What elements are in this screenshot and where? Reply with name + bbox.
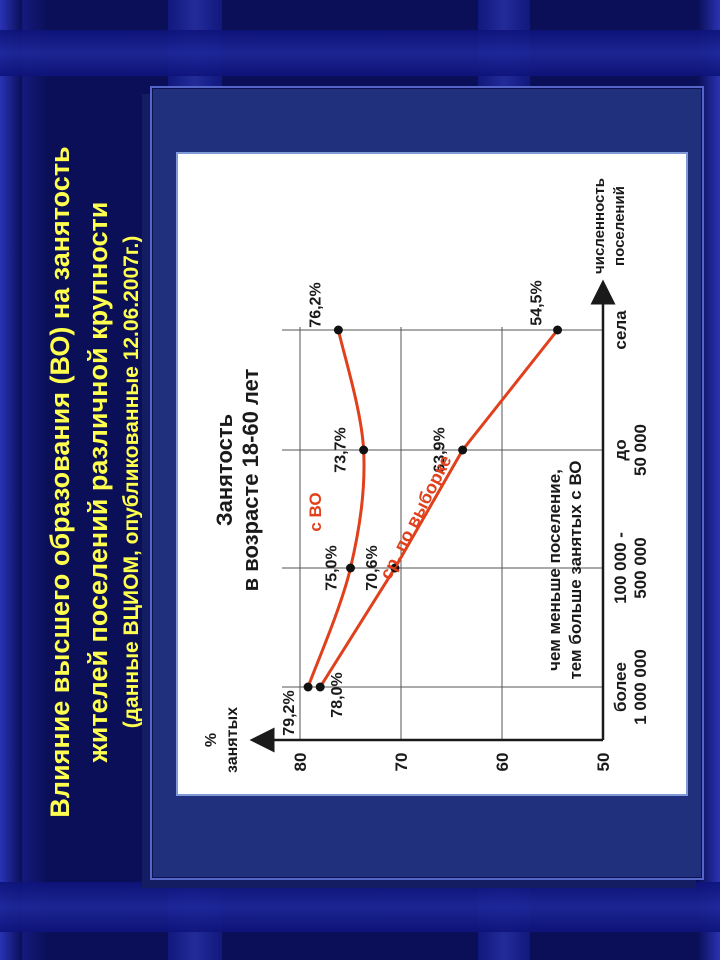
chart-title-line-2: в возрасте 18-60 лет [238, 368, 263, 591]
category-label-line-1: более [611, 662, 630, 712]
series-name-s-vo: с ВО [306, 492, 325, 531]
data-point-average [315, 682, 325, 692]
category-label-line-2: 500 000 [631, 537, 650, 598]
category-label-line-1: села [611, 310, 630, 350]
value-tick-label: 80 [291, 753, 310, 772]
y-axis-title-line-2: занятых [224, 707, 241, 773]
data-label-average: 70,6% [364, 545, 381, 590]
annotation-line-1: чем меньше поселение, [545, 469, 564, 671]
value-tick-label: 50 [594, 753, 613, 772]
data-point-average [458, 445, 468, 455]
decor-horizontal-bar [0, 882, 720, 932]
data-label-s-vo: 75,0% [324, 545, 341, 590]
data-label-average: 78,0% [329, 672, 346, 717]
category-label-line-2: 1 000 000 [631, 649, 650, 725]
series-name-average: ср. по выборке [376, 452, 456, 583]
data-point-s-vo [359, 445, 369, 455]
chart-series [303, 325, 563, 692]
category-label-line-1: 100 000 - [611, 532, 630, 604]
series-line-average [318, 329, 559, 688]
series-line-s-vo [306, 329, 366, 688]
chart-title-line-1: Занятость [212, 414, 237, 526]
x-axis-title-line-2: поселений [611, 186, 628, 266]
annotation-line-2: тем больше занятых с ВО [566, 460, 585, 679]
slide-left-edge [0, 0, 22, 960]
value-tick-label: 60 [493, 753, 512, 772]
data-point-average [553, 325, 563, 335]
x-axis-title-line-1: численность [591, 178, 608, 274]
category-label-line-1: до [611, 439, 630, 460]
data-label-s-vo: 76,2% [307, 282, 324, 327]
data-label-s-vo: 73,7% [333, 427, 350, 472]
data-point-average [390, 563, 400, 573]
decor-horizontal-bar [0, 30, 720, 76]
data-label-s-vo: 79,2% [281, 690, 298, 735]
chart-text: 80 70 60 50% занятых численность поселений боле… [203, 178, 650, 773]
data-label-average: 63,9% [432, 427, 449, 472]
data-point-s-vo [346, 563, 355, 573]
data-point-s-vo [333, 325, 343, 335]
value-tick-label: 70 [392, 753, 411, 772]
y-axis-title-line-1: % [203, 733, 220, 747]
chart-axes [249, 279, 616, 753]
data-point-s-vo [303, 682, 313, 692]
chart-grid [282, 327, 603, 740]
data-label-average: 54,5% [529, 280, 546, 325]
category-label-line-2: 50 000 [631, 424, 650, 476]
